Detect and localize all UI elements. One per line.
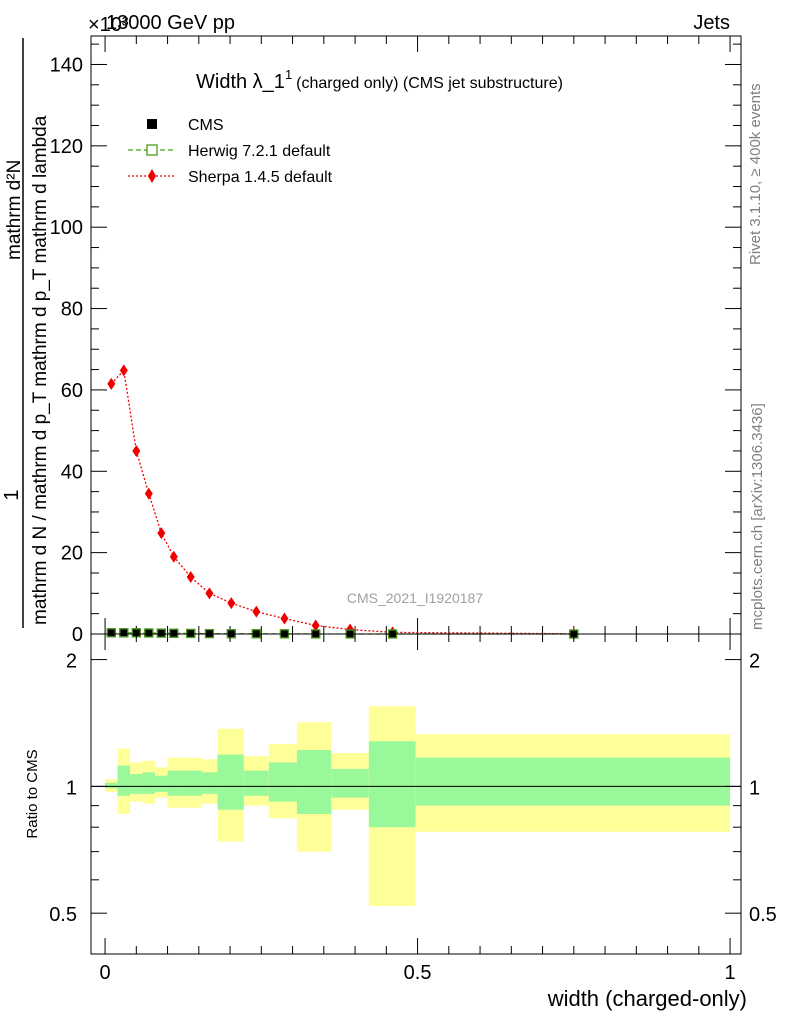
y-tick-label: 20 [61, 543, 83, 565]
sherpa-point [186, 571, 195, 584]
ratio-band-inner [368, 741, 416, 828]
y-tick-label: 0 [72, 624, 83, 646]
y-tick-label: 120 [50, 136, 83, 158]
cms-point [131, 628, 141, 638]
x-tick-label: 0 [100, 962, 111, 984]
sherpa-point [144, 487, 153, 500]
ratio-band-inner [130, 773, 143, 794]
ratio-band-inner [142, 772, 156, 794]
exponent-label: ×10³ [88, 14, 129, 36]
ratio-band-inner [117, 765, 131, 796]
cms-point [156, 628, 166, 638]
xlabel: width (charged-only) [547, 986, 747, 1011]
ratio-band-inner [155, 775, 168, 792]
sherpa-point [107, 377, 116, 390]
legend-marker-cms [147, 119, 157, 129]
legend-label: Sherpa 1.4.5 default [188, 169, 333, 186]
sherpa-point [311, 619, 320, 632]
ratio-frame [90, 633, 742, 955]
herwig-point [144, 628, 154, 638]
series-layer [106, 364, 579, 640]
analysis-label: CMS_2021_I1920187 [347, 590, 483, 606]
ratio-y-tick-label-right: 2 [749, 651, 760, 673]
herwig-point [186, 628, 196, 639]
main-title-sup: 1 [285, 67, 292, 82]
ratio-band-inner [331, 768, 369, 798]
ylabel-top: 1 [1, 489, 23, 500]
x-tick-label: 1 [725, 962, 736, 984]
cms-point [106, 628, 116, 638]
ratio-y-tick-label-right: 0.5 [749, 904, 777, 926]
ratio-y-tick-label: 0.5 [49, 904, 77, 926]
sherpa-point [252, 605, 261, 618]
process-label: Jets [693, 12, 730, 34]
legend-marker-sherpa [148, 169, 156, 183]
ratio-x-axis: 0 0.5 1 [100, 634, 736, 984]
sherpa-point [132, 444, 141, 457]
ratio-band-inner [268, 762, 297, 802]
ylabel-numerator: mathrm d²N [4, 160, 25, 260]
legend-label: CMS [188, 117, 224, 134]
ratio-panel: 0.5 0.51 12 2 0 0.5 1 [49, 633, 777, 984]
ratio-band-inner [296, 749, 332, 814]
x-tick-label: 0.5 [404, 962, 432, 984]
ratio-y-tick-label: 2 [66, 651, 77, 673]
mcplots-label: mcplots.cern.ch [arXiv:1306.3436] [749, 403, 766, 630]
sherpa-point [227, 597, 236, 610]
y-tick-label: 80 [61, 299, 83, 321]
sherpa-line [110, 368, 574, 635]
ratio-y-tick-label-right: 1 [749, 777, 760, 799]
ratio-band-inner [243, 770, 269, 796]
legend: CMS Herwig 7.2.1 default Sherpa 1.4.5 defa… [128, 117, 333, 186]
main-title-suffix: (charged only) (CMS jet substructure) [296, 75, 563, 92]
y-tick-label: 40 [61, 461, 83, 483]
legend-marker-herwig [146, 144, 158, 156]
rivet-label: Rivet 3.1.10, ≥ 400k events [747, 83, 764, 265]
ratio-band-inner [415, 757, 731, 806]
main-title-text: Width λ_1 [196, 71, 285, 93]
y-tick-label: 60 [61, 380, 83, 402]
cms-point [169, 628, 179, 638]
ylabel-denominator: mathrm d N / mathrm d p_T mathrm d p_T m… [30, 115, 51, 625]
sherpa-point [169, 550, 178, 563]
energy-label: 13000 GeV pp [106, 12, 235, 34]
cms-point [144, 628, 154, 638]
cms-point [119, 628, 129, 638]
ratio-band-inner [217, 754, 244, 810]
ratio-band-inner [167, 770, 181, 796]
sherpa-point [119, 364, 128, 377]
legend-label: Herwig 7.2.1 default [188, 143, 331, 160]
y-tick-label: 140 [50, 54, 83, 76]
main-panel: 0 20 40 60 80 100 120 140 CMS_2021_I1920187 Wid… [50, 35, 742, 646]
main-y-axis: 0 20 40 60 80 100 120 140 [50, 43, 741, 646]
main-x-ticks [104, 36, 731, 634]
herwig-point [156, 628, 166, 638]
ratio-ylabel: Ratio to CMS [24, 749, 41, 838]
herwig-point [106, 628, 116, 638]
cms-point [186, 628, 196, 638]
sherpa-point [157, 527, 166, 540]
ratio-band-inner [105, 782, 118, 789]
sherpa-point [205, 587, 214, 600]
ratio-y-tick-label: 1 [66, 777, 77, 799]
ratio-y-axis: 0.5 0.5 1 1 2 2 [49, 651, 777, 927]
y-tick-label: 100 [50, 217, 83, 239]
herwig-point [119, 628, 129, 638]
ratio-band-inner [201, 772, 218, 794]
ratio-bands [105, 706, 731, 907]
main-title: Width λ_11 (charged only) (CMS jet substr… [196, 67, 563, 93]
ratio-band-inner [180, 770, 202, 796]
herwig-point [169, 628, 179, 638]
sherpa-point [280, 612, 289, 625]
